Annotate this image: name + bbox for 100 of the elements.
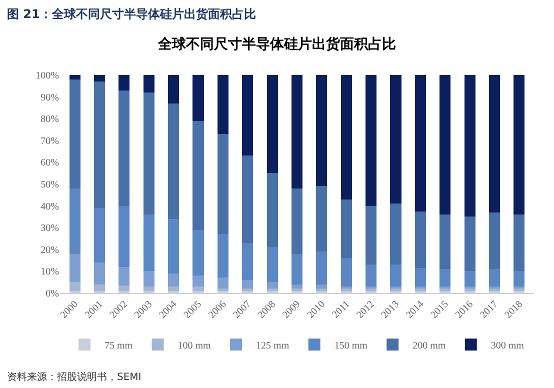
bar	[316, 186, 328, 252]
y-tick-label: 10%	[40, 266, 59, 278]
y-tick-label: 0%	[46, 288, 59, 300]
legend-label: 200 mm	[412, 340, 446, 352]
bar	[514, 214, 525, 272]
bar	[366, 206, 377, 265]
bar	[514, 271, 525, 286]
legend-label: 100 mm	[178, 340, 212, 352]
bar	[118, 206, 130, 267]
bar	[192, 230, 204, 276]
y-tick-label: 40%	[40, 201, 59, 212]
bar	[94, 262, 106, 284]
bar	[366, 286, 377, 289]
bar	[440, 286, 451, 289]
bar	[168, 273, 180, 286]
bar	[217, 75, 228, 134]
bar	[217, 278, 228, 289]
bar	[390, 264, 402, 286]
bar	[242, 280, 254, 289]
bar	[414, 75, 426, 212]
chart-title: 全球不同尺寸半导体硅片出货面积占比	[157, 36, 396, 53]
x-tick-label: 2001	[83, 298, 106, 321]
bar	[217, 134, 228, 234]
bar	[316, 252, 328, 284]
bar	[192, 75, 204, 121]
bar	[242, 75, 254, 156]
bar	[514, 75, 525, 215]
y-tick-label: 80%	[40, 114, 59, 126]
text: 资料来源：招股说明书，SEMI	[7, 371, 142, 383]
bar	[118, 75, 130, 90]
bar	[366, 264, 377, 286]
y-tick-label: 100%	[36, 70, 59, 82]
bar	[94, 75, 106, 82]
bar	[464, 216, 476, 272]
bar	[291, 75, 303, 188]
bar	[488, 212, 500, 270]
bar	[69, 79, 80, 188]
y-tick-label: 20%	[40, 244, 59, 256]
bar	[390, 75, 402, 204]
y-tick-label: 60%	[40, 158, 59, 169]
bar	[94, 284, 106, 291]
y-tick-label: 90%	[40, 92, 59, 104]
bar	[488, 269, 500, 286]
bar	[464, 271, 476, 286]
legend-label: 150 mm	[334, 340, 368, 352]
bar	[366, 75, 377, 206]
bar	[242, 242, 254, 280]
bar	[266, 173, 278, 248]
bar	[192, 120, 204, 230]
bar	[192, 286, 204, 291]
y-tick-label: 30%	[40, 223, 59, 234]
bar	[464, 75, 476, 217]
bar	[217, 234, 228, 278]
bar	[440, 269, 451, 286]
bar	[390, 204, 402, 265]
bar	[464, 286, 476, 289]
bar	[266, 75, 278, 174]
legend-label: 125 mm	[256, 340, 290, 352]
bar	[192, 276, 204, 286]
bar	[168, 103, 180, 219]
bar	[414, 286, 426, 289]
bar	[266, 282, 278, 289]
bar	[340, 75, 352, 200]
bar	[414, 211, 426, 268]
bar	[291, 284, 303, 289]
caption: 图 21：全球不同尺寸半导体硅片出货面积占比	[7, 7, 256, 21]
bar	[94, 82, 106, 208]
bar	[143, 214, 154, 272]
bar	[291, 254, 303, 284]
bar	[291, 188, 303, 254]
bar	[168, 286, 180, 291]
bar	[118, 266, 130, 286]
x-tick-label: 2011	[330, 298, 352, 321]
y-tick-label: 70%	[40, 136, 59, 147]
bar	[69, 75, 80, 80]
bar	[69, 188, 80, 254]
bar	[440, 214, 451, 270]
bar	[316, 75, 328, 186]
bar	[143, 92, 154, 215]
legend-label: 75 mm	[104, 340, 133, 352]
y-tick-label: 50%	[40, 180, 59, 190]
bar	[168, 218, 180, 274]
bar	[488, 75, 500, 212]
bar	[69, 282, 80, 291]
bar	[118, 285, 130, 291]
bar	[316, 284, 328, 289]
bar	[69, 254, 80, 282]
bar	[488, 286, 500, 289]
bar	[143, 286, 154, 291]
bar	[143, 75, 154, 92]
bar	[340, 199, 352, 258]
bar	[390, 286, 402, 289]
bar	[143, 271, 154, 286]
bar	[414, 268, 426, 286]
bar	[242, 156, 254, 243]
bar	[94, 208, 106, 262]
bar	[440, 75, 451, 215]
bar	[266, 247, 278, 282]
bar	[340, 258, 352, 286]
bar	[340, 286, 352, 289]
